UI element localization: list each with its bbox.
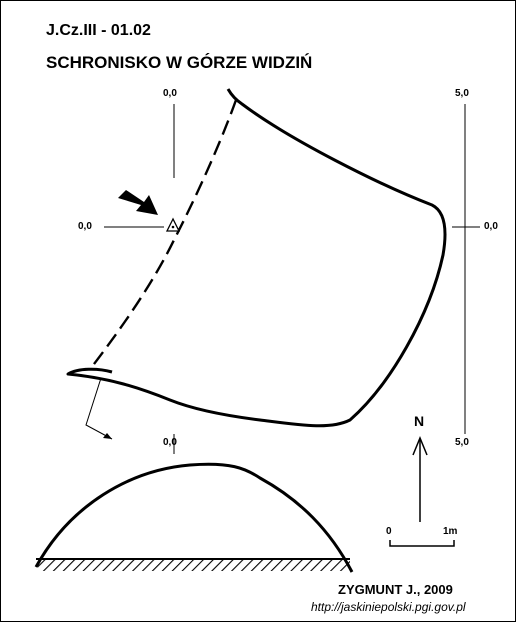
scale-start-label: 0 — [386, 526, 392, 537]
cross-section-floor-hatch — [38, 560, 350, 571]
north-arrow-icon — [412, 436, 428, 456]
cave-wall-outline — [66, 88, 447, 428]
entrance-dripline — [90, 99, 238, 369]
section-line — [85, 377, 113, 440]
datum-point-marker — [165, 217, 181, 232]
north-label: N — [414, 413, 425, 429]
author-credit: ZYGMUNT J., 2009 — [338, 582, 453, 597]
reference-label-left: 0,0 — [78, 221, 92, 232]
reference-label-top-right: 5,0 — [455, 88, 469, 99]
datum-point-dot — [171, 225, 175, 229]
entrance-arrow-icon — [118, 190, 158, 215]
reference-label-right: 0,0 — [484, 221, 498, 232]
source-url[interactable]: http://jaskiniepolski.pgi.gov.pl — [311, 600, 466, 614]
cross-section-outline — [34, 462, 354, 573]
reference-label-bottom-right: 5,0 — [455, 437, 469, 448]
section-line-arrowhead — [103, 433, 112, 439]
reference-label-bottom-left: 0,0 — [163, 437, 177, 448]
cave-name: SCHRONISKO W GÓRZE WIDZIŃ — [46, 53, 313, 72]
scale-bar — [389, 540, 455, 547]
scale-end-label: 1m — [443, 526, 458, 537]
reference-label-top-left: 0,0 — [163, 88, 177, 99]
cave-code: J.Cz.III - 01.02 — [46, 22, 151, 39]
